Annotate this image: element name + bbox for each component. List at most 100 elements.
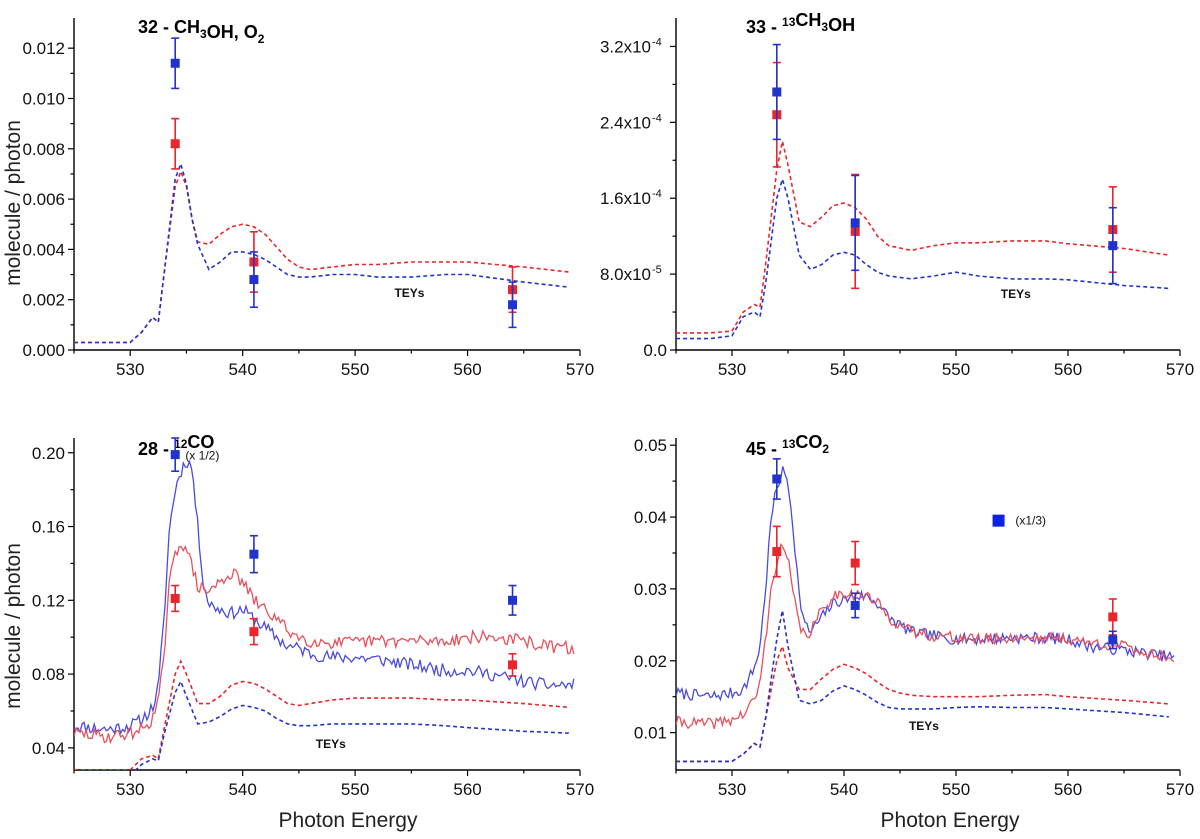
- TEY-blue-dashed-line: [676, 610, 1169, 763]
- panel-title: 32 - CH3OH, O2: [138, 17, 265, 46]
- spectrum-red-line: [676, 542, 1175, 730]
- spectrum-blue-line: [74, 459, 575, 736]
- TEY-blue-dashed-line: [676, 176, 1169, 340]
- panel-title-part: 13: [782, 437, 796, 451]
- blue-data-point: [850, 174, 860, 272]
- chart-panel-2: 33 - 13CH3OH 530 540 550 560 570 0.0 8.0x10 -5 1.…: [600, 10, 1194, 379]
- panel-title: 28 - 12CO: [138, 432, 214, 459]
- chart-panel-4: 45 - 13CO2 530 540 550 560 570 0.01 0.02 0.03 0.0…: [634, 432, 1194, 799]
- panel-title-part: CO: [187, 432, 214, 452]
- square-marker: [850, 558, 860, 568]
- x-tick-label: 540: [830, 360, 858, 379]
- TEY-blue-dashed-line: [134, 679, 569, 770]
- panel-title-part: OH, O: [207, 22, 258, 42]
- x-tick-label: 570: [566, 780, 594, 799]
- red-data-point: [170, 117, 180, 170]
- x-tick-label: 570: [1166, 360, 1194, 379]
- y-tick-label: 0.0: [643, 341, 667, 360]
- x-tick-label: 560: [1054, 360, 1082, 379]
- y-tick-label: 0.006: [22, 190, 65, 209]
- square-marker: [508, 595, 518, 605]
- square-marker: [850, 218, 860, 228]
- red-data-point: [249, 617, 259, 646]
- y-tick-label: 3.2x10: [600, 37, 651, 56]
- square-marker: [170, 139, 180, 149]
- x-tick-label: 530: [718, 780, 746, 799]
- y-tick-label: 2.4x10: [600, 113, 651, 132]
- TEY-red-dashed-line: [676, 643, 1169, 763]
- x-tick-label: 570: [1166, 780, 1194, 799]
- spectrum-blue-line: [676, 466, 1175, 702]
- square-marker: [249, 549, 259, 559]
- x-tick-label: 530: [718, 360, 746, 379]
- blue-data-point: [1108, 206, 1118, 285]
- y-tick-label: 8.0x10: [600, 265, 651, 284]
- panel-title-part: 28 -: [138, 439, 174, 459]
- x-tick-label: 550: [942, 780, 970, 799]
- red-data-point: [508, 652, 518, 677]
- plot-area: [74, 161, 569, 344]
- x-tick-label: 560: [453, 360, 481, 379]
- y-tick-label: 0.008: [22, 140, 65, 159]
- panel-title: 45 - 13CO2: [746, 432, 829, 459]
- panel-title-part: CH: [795, 10, 821, 30]
- spectrum-red-line: [74, 545, 575, 745]
- red-data-point: [1108, 598, 1118, 636]
- y-tick-exponent: -4: [652, 112, 662, 124]
- blue-data-point: [249, 534, 259, 574]
- scale-annotation: (x 1/2): [185, 449, 219, 463]
- y-tick-label: 0.04: [32, 739, 65, 758]
- y-tick-label: 0.02: [634, 652, 667, 671]
- teys-label: TEYs: [1001, 287, 1031, 301]
- square-marker: [170, 593, 180, 603]
- y-tick-label: 0.04: [634, 508, 667, 527]
- x-tick-label: 560: [453, 780, 481, 799]
- panel-title: 33 - 13CH3OH: [746, 10, 855, 37]
- x-tick-label: 550: [341, 360, 369, 379]
- square-marker: [850, 600, 860, 610]
- plot-area: [74, 459, 575, 770]
- teys-label: TEYs: [394, 286, 424, 300]
- red-data-point: [850, 540, 860, 586]
- x-axis-label-left: Photon Energy: [279, 809, 418, 832]
- panel-title-part: 32 - CH: [138, 17, 200, 37]
- square-marker: [772, 474, 782, 484]
- y-axis-label-bottom: molecule / photon: [2, 543, 25, 709]
- y-tick-label: 0.01: [634, 724, 667, 743]
- panel-title-part: 3: [200, 27, 207, 41]
- y-tick-label: 0.08: [32, 665, 65, 684]
- teys-label: TEYs: [909, 719, 939, 733]
- square-marker: [249, 275, 259, 285]
- panel-title-part: 2: [822, 442, 829, 456]
- TEY-red-dashed-line: [74, 659, 569, 770]
- y-tick-label: 0.000: [22, 341, 65, 360]
- blue-data-point: [850, 592, 860, 619]
- panel-title-part: 45 -: [746, 439, 782, 459]
- x-tick-label: 560: [1054, 780, 1082, 799]
- x-tick-label: 540: [830, 780, 858, 799]
- red-data-point: [772, 525, 782, 578]
- y-tick-label: 0.002: [22, 291, 65, 310]
- y-tick-label: 0.010: [22, 89, 65, 108]
- plot-area: [676, 141, 1169, 340]
- panel-title-part: OH: [828, 15, 855, 35]
- y-tick-label: 0.12: [32, 591, 65, 610]
- blue-data-point: [508, 281, 518, 329]
- y-tick-label: 0.004: [22, 240, 65, 259]
- panel-title-part: CO: [795, 432, 822, 452]
- panel-title-part: 12: [174, 437, 188, 451]
- y-tick-exponent: -4: [652, 188, 662, 200]
- blue-data-point: [508, 584, 518, 616]
- y-tick-label: 0.05: [634, 436, 667, 455]
- x-tick-label: 550: [942, 360, 970, 379]
- x-tick-label: 540: [228, 360, 256, 379]
- chart-panel-1: 32 - CH3OH, O2 530 540 550 560 570 0.000 0.002 0…: [22, 17, 594, 379]
- panel-title-part: 13: [782, 15, 796, 29]
- y-tick-label: 0.16: [32, 518, 65, 537]
- y-tick-exponent: -4: [652, 36, 662, 48]
- x-tick-label: 540: [228, 780, 256, 799]
- blue-data-point: [772, 458, 782, 500]
- x-tick-label: 530: [116, 360, 144, 379]
- panel-title-part: 2: [258, 32, 265, 46]
- y-tick-label: 1.6x10: [600, 189, 651, 208]
